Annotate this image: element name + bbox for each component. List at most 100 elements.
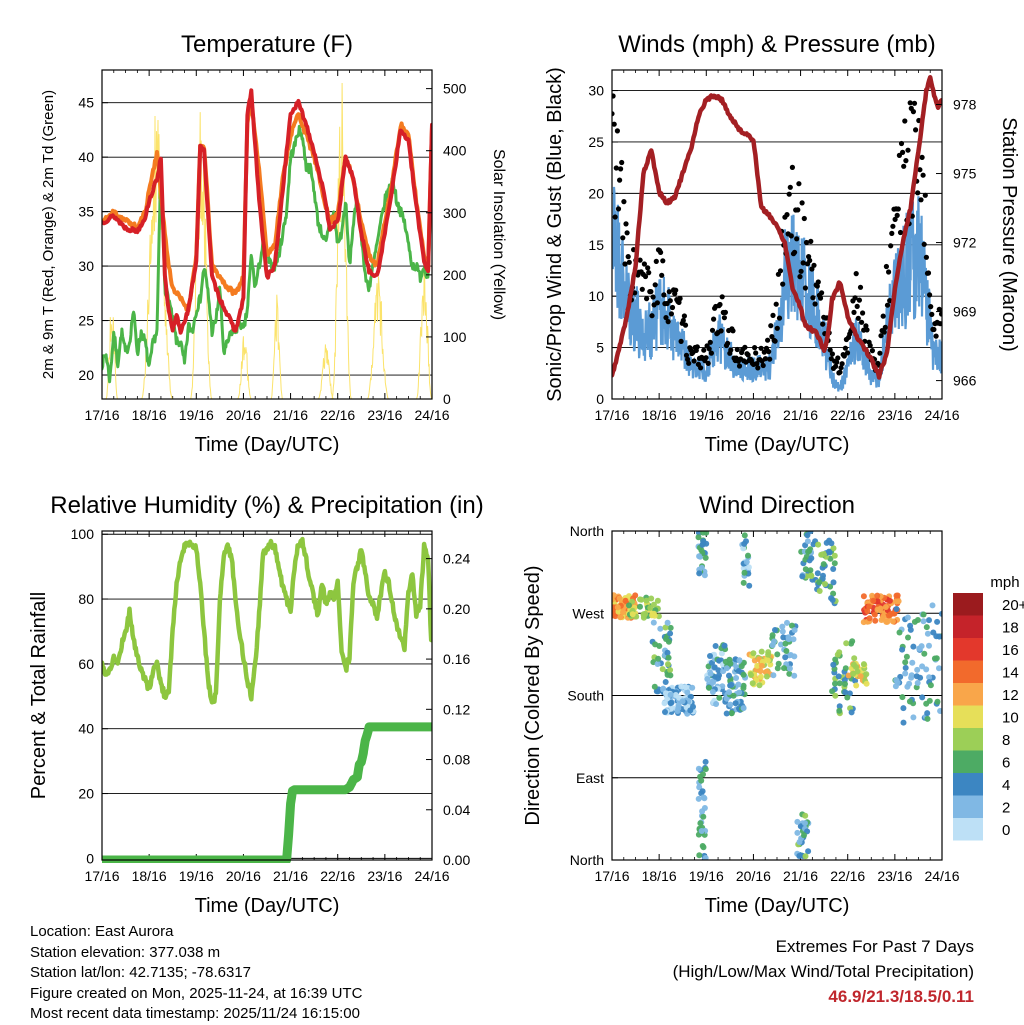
direction-point [713,701,720,707]
gust-point [612,93,616,99]
gust-point [617,177,623,183]
direction-ylabel: Direction (Colored By Speed) [522,565,544,825]
relative-humidity-line [102,536,432,705]
gust-point [894,212,900,218]
legend-swatch [953,615,983,638]
direction-point [699,541,706,548]
gust-point [661,292,667,298]
winds-xlabel: Time (Day/UTC) [705,434,850,456]
gust-point [787,184,793,190]
direction-xlabel: Time (Day/UTC) [705,895,850,917]
solar-insolation-line [189,112,213,399]
legend-label: 16 [1002,642,1019,659]
latest-timestamp: Most recent data timestamp: 2025/11/24 1… [30,1005,360,1022]
humidity-ytick-right-label: 0.08 [443,752,470,768]
gust-point [806,254,812,260]
direction-point [791,672,798,679]
humidity-ytick-right-label: 0.16 [443,651,470,667]
gust-point [698,365,704,371]
temperature-panel: Temperature (F) 20 25 30 35 40 45 17/16 18/16 19/… [40,31,507,456]
temp-9m-line [102,103,432,313]
direction-point [651,683,658,690]
gust-point [612,121,617,127]
temperature-xlabel: Time (Day/UTC) [195,434,340,456]
direction-point [626,602,632,609]
temp-2m-line [102,88,432,335]
gust-point [807,257,813,264]
direction-point [695,795,702,802]
direction-point [654,597,661,604]
direction-point [919,694,926,701]
gust-point [844,350,851,356]
direction-panel: Wind DirectionNorthEastSouthWestNorth17/… [522,492,960,917]
gust-point [817,295,824,301]
gust-point [905,147,911,153]
direction-point [775,660,782,667]
direction-point [842,689,849,696]
gust-point [745,352,751,358]
gust-point [803,239,810,246]
direction-point [702,766,709,773]
direction-point [667,672,674,679]
gust-point [758,345,764,351]
direction-point [612,592,617,599]
direction-point [866,603,873,610]
gust-point [677,295,683,302]
rh-series-group [102,536,432,863]
direction-point [702,855,709,860]
solar-insolation-line [367,276,390,399]
direction-point [758,648,765,655]
direction-point [700,794,707,801]
temperature-xtick-label: 21/16 [273,407,308,423]
direction-point [893,606,900,612]
winds-xtick-label: 17/16 [594,407,629,423]
gust-dots [612,93,942,376]
direction-point [702,554,709,561]
legend-label: 12 [1002,687,1019,704]
direction-point [864,608,871,615]
station-elevation: Station elevation: 377.038 m [30,943,221,961]
direction-point [706,684,712,691]
winds-xtick-label: 24/16 [924,407,959,423]
direction-point [662,709,668,715]
direction-point [743,559,750,565]
gust-point [842,345,849,351]
direction-point [780,634,787,641]
gust-point [742,344,748,350]
direction-point [614,604,621,611]
gust-point [641,261,648,267]
direction-point [736,657,743,664]
direction-point [918,643,925,650]
direction-point [667,691,674,698]
station-location: Location: East Aurora [30,923,174,940]
gust-point [864,327,870,333]
gust-point [658,249,664,255]
temperature-ylabel: 2m & 9m T (Red, Orange) & 2m Td (Green) [40,90,57,379]
solar-insolation-line [415,267,432,399]
direction-point [799,573,806,580]
gust-point [928,304,934,310]
humidity-panel: Relative Humidity (%) & Precipitation (i… [28,492,484,917]
direction-point [629,611,636,618]
direction-point [756,682,763,689]
direction-point [707,670,714,677]
gust-point [841,353,847,359]
direction-point [779,628,786,635]
gust-point [923,254,930,260]
direction-point [748,672,754,678]
humidity-ytick-label: 80 [78,591,94,607]
direction-point [736,689,743,696]
humidity-plot-border [101,530,433,861]
gust-point [660,258,666,264]
gust-point [770,312,776,318]
direction-point [821,551,828,557]
direction-point [845,672,852,679]
gust-point [719,294,725,300]
gust-point [705,360,711,366]
humidity-ytick-right-label: 0.04 [443,802,470,818]
temperature-ytick-right-label: 100 [443,329,467,345]
gust-point [648,289,654,295]
direction-point [924,710,931,717]
direction-point [745,564,752,571]
direction-point [661,700,668,707]
